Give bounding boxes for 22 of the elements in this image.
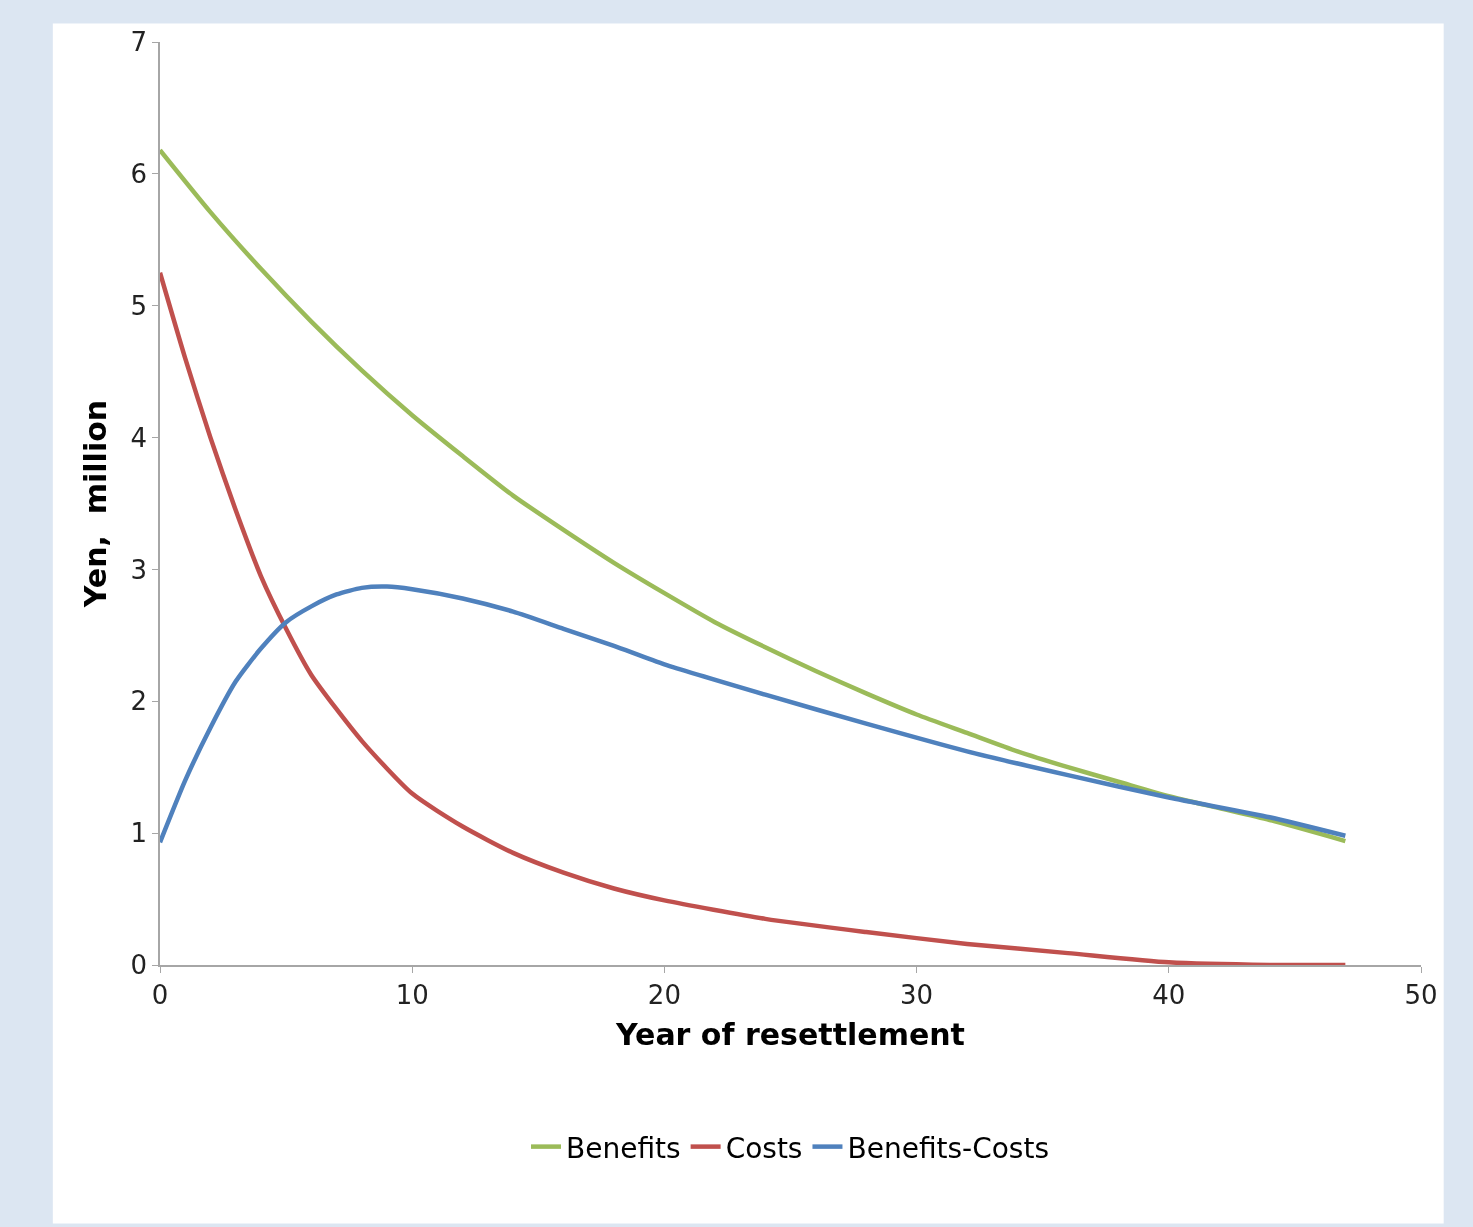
- x-tick-label: 50: [1404, 979, 1438, 1010]
- line-series: [160, 584, 1348, 845]
- y-tick-label: 5: [130, 290, 148, 321]
- y-axis-title: Yen, million: [78, 399, 113, 609]
- y-tick-label: 6: [130, 158, 148, 189]
- y-tick-label: 0: [130, 950, 148, 981]
- y-tick-label: 4: [130, 422, 148, 453]
- line-series: [160, 270, 1348, 965]
- y-tick-label: 1: [130, 818, 148, 849]
- x-axis-title: Year of resettlement: [615, 1016, 965, 1052]
- x-tick-label: 40: [1152, 979, 1186, 1010]
- y-tick-label: 3: [130, 554, 148, 585]
- y-tick-label: 7: [130, 27, 148, 58]
- y-tick-label: 2: [130, 686, 148, 717]
- legend-label: Costs: [725, 1131, 803, 1165]
- legend-label: Benefits-Costs: [847, 1131, 1050, 1165]
- x-tick-label: 30: [900, 979, 934, 1010]
- line-series: [160, 147, 1348, 844]
- x-tick-label: 0: [151, 979, 169, 1010]
- x-tick-label: 10: [395, 979, 429, 1010]
- x-tick-label: 20: [647, 979, 681, 1010]
- legend-label: Benefits: [566, 1131, 681, 1165]
